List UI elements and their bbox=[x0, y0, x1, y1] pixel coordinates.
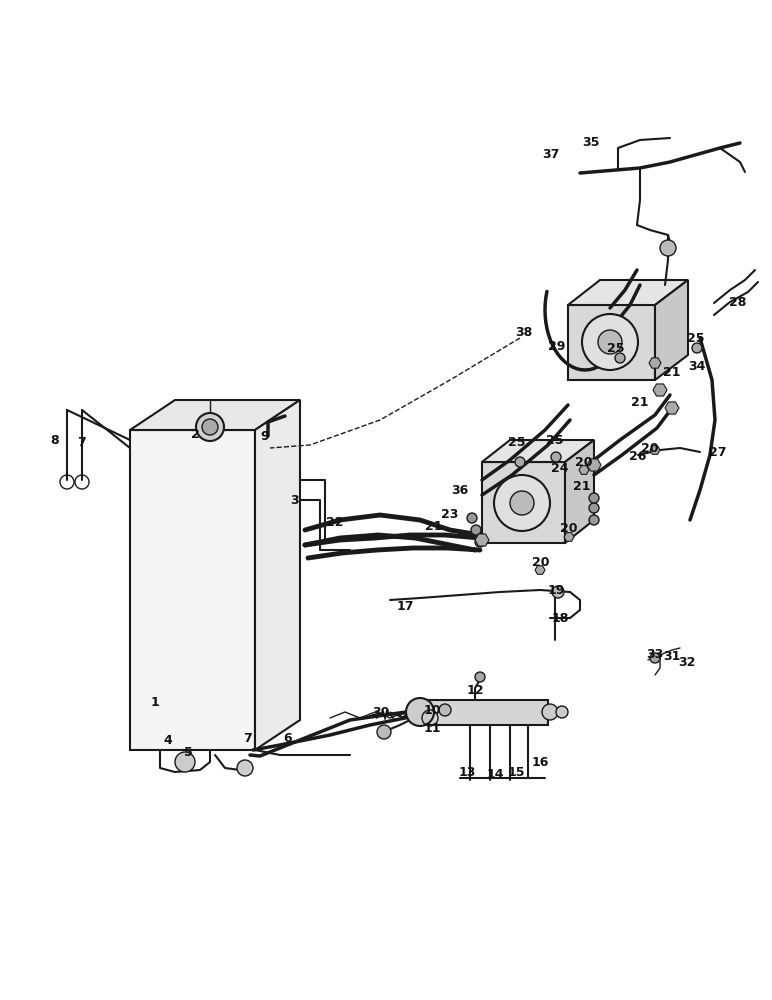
Text: 24: 24 bbox=[551, 462, 569, 475]
Circle shape bbox=[582, 314, 638, 370]
Text: 30: 30 bbox=[372, 706, 390, 720]
Text: 25: 25 bbox=[508, 436, 526, 450]
Text: 13: 13 bbox=[459, 766, 476, 780]
Circle shape bbox=[175, 752, 195, 772]
Circle shape bbox=[551, 452, 561, 462]
Polygon shape bbox=[650, 446, 660, 454]
Polygon shape bbox=[655, 280, 688, 380]
Text: 34: 34 bbox=[689, 360, 706, 373]
Text: 15: 15 bbox=[507, 766, 525, 780]
Polygon shape bbox=[535, 566, 545, 574]
Text: 14: 14 bbox=[486, 768, 504, 782]
Text: 32: 32 bbox=[679, 656, 696, 668]
Polygon shape bbox=[130, 430, 255, 750]
Polygon shape bbox=[665, 402, 679, 414]
Text: 4: 4 bbox=[164, 734, 172, 746]
Text: 18: 18 bbox=[551, 611, 569, 624]
Text: 1: 1 bbox=[151, 696, 159, 710]
Text: 21: 21 bbox=[631, 395, 648, 408]
Circle shape bbox=[589, 493, 599, 503]
Text: 6: 6 bbox=[283, 732, 293, 744]
Circle shape bbox=[377, 725, 391, 739]
Text: 38: 38 bbox=[516, 326, 533, 338]
Circle shape bbox=[471, 525, 481, 535]
Circle shape bbox=[494, 475, 550, 531]
Text: 21: 21 bbox=[574, 481, 591, 493]
Text: 23: 23 bbox=[442, 508, 459, 520]
Circle shape bbox=[692, 343, 702, 353]
Text: 20: 20 bbox=[560, 522, 577, 534]
Text: 25: 25 bbox=[687, 332, 705, 344]
Text: 25: 25 bbox=[608, 342, 625, 355]
Text: 12: 12 bbox=[466, 684, 484, 696]
Circle shape bbox=[589, 503, 599, 513]
Polygon shape bbox=[587, 459, 601, 471]
Text: 35: 35 bbox=[582, 136, 600, 149]
Text: 37: 37 bbox=[542, 148, 560, 161]
Polygon shape bbox=[568, 305, 655, 380]
Polygon shape bbox=[130, 400, 300, 430]
Circle shape bbox=[515, 457, 525, 467]
Circle shape bbox=[542, 704, 558, 720]
Polygon shape bbox=[564, 533, 574, 541]
Circle shape bbox=[510, 491, 534, 515]
Polygon shape bbox=[653, 384, 667, 396]
Text: 29: 29 bbox=[548, 340, 566, 354]
Text: 20: 20 bbox=[575, 456, 593, 468]
Text: 5: 5 bbox=[184, 746, 192, 758]
Text: 36: 36 bbox=[452, 485, 469, 497]
Text: 21: 21 bbox=[663, 365, 681, 378]
Circle shape bbox=[475, 672, 485, 682]
Text: 9: 9 bbox=[261, 430, 269, 442]
Circle shape bbox=[202, 419, 218, 435]
Text: 31: 31 bbox=[663, 650, 681, 664]
Text: 21: 21 bbox=[425, 520, 443, 534]
Text: 3: 3 bbox=[291, 493, 300, 506]
Text: 33: 33 bbox=[646, 648, 664, 660]
Polygon shape bbox=[482, 440, 594, 462]
Text: 7: 7 bbox=[78, 436, 86, 448]
Text: 22: 22 bbox=[327, 516, 344, 530]
Circle shape bbox=[556, 706, 568, 718]
Text: 10: 10 bbox=[423, 704, 441, 716]
Polygon shape bbox=[475, 534, 489, 546]
Polygon shape bbox=[482, 462, 565, 543]
Text: 20: 20 bbox=[532, 556, 550, 568]
Polygon shape bbox=[568, 280, 688, 305]
Polygon shape bbox=[579, 466, 589, 474]
Text: 19: 19 bbox=[547, 584, 564, 597]
Circle shape bbox=[439, 704, 451, 716]
Text: 8: 8 bbox=[51, 434, 59, 448]
Circle shape bbox=[237, 760, 253, 776]
Circle shape bbox=[660, 240, 676, 256]
Circle shape bbox=[589, 515, 599, 525]
Text: 26: 26 bbox=[629, 450, 647, 462]
Text: 27: 27 bbox=[709, 446, 726, 460]
Circle shape bbox=[467, 513, 477, 523]
Text: 7: 7 bbox=[244, 732, 252, 744]
Circle shape bbox=[650, 653, 660, 663]
Circle shape bbox=[615, 353, 625, 363]
Text: 20: 20 bbox=[642, 442, 659, 454]
Text: 17: 17 bbox=[396, 600, 414, 613]
Circle shape bbox=[598, 330, 622, 354]
Text: 16: 16 bbox=[531, 756, 549, 768]
Polygon shape bbox=[418, 700, 548, 725]
Polygon shape bbox=[565, 440, 594, 543]
Polygon shape bbox=[255, 400, 300, 750]
Text: 25: 25 bbox=[547, 434, 564, 446]
Circle shape bbox=[196, 413, 224, 441]
Text: 28: 28 bbox=[730, 296, 747, 308]
Text: 11: 11 bbox=[423, 722, 441, 734]
Circle shape bbox=[406, 698, 434, 726]
Circle shape bbox=[475, 537, 485, 547]
Text: 2: 2 bbox=[191, 428, 199, 442]
Polygon shape bbox=[649, 358, 661, 368]
Circle shape bbox=[552, 586, 564, 598]
